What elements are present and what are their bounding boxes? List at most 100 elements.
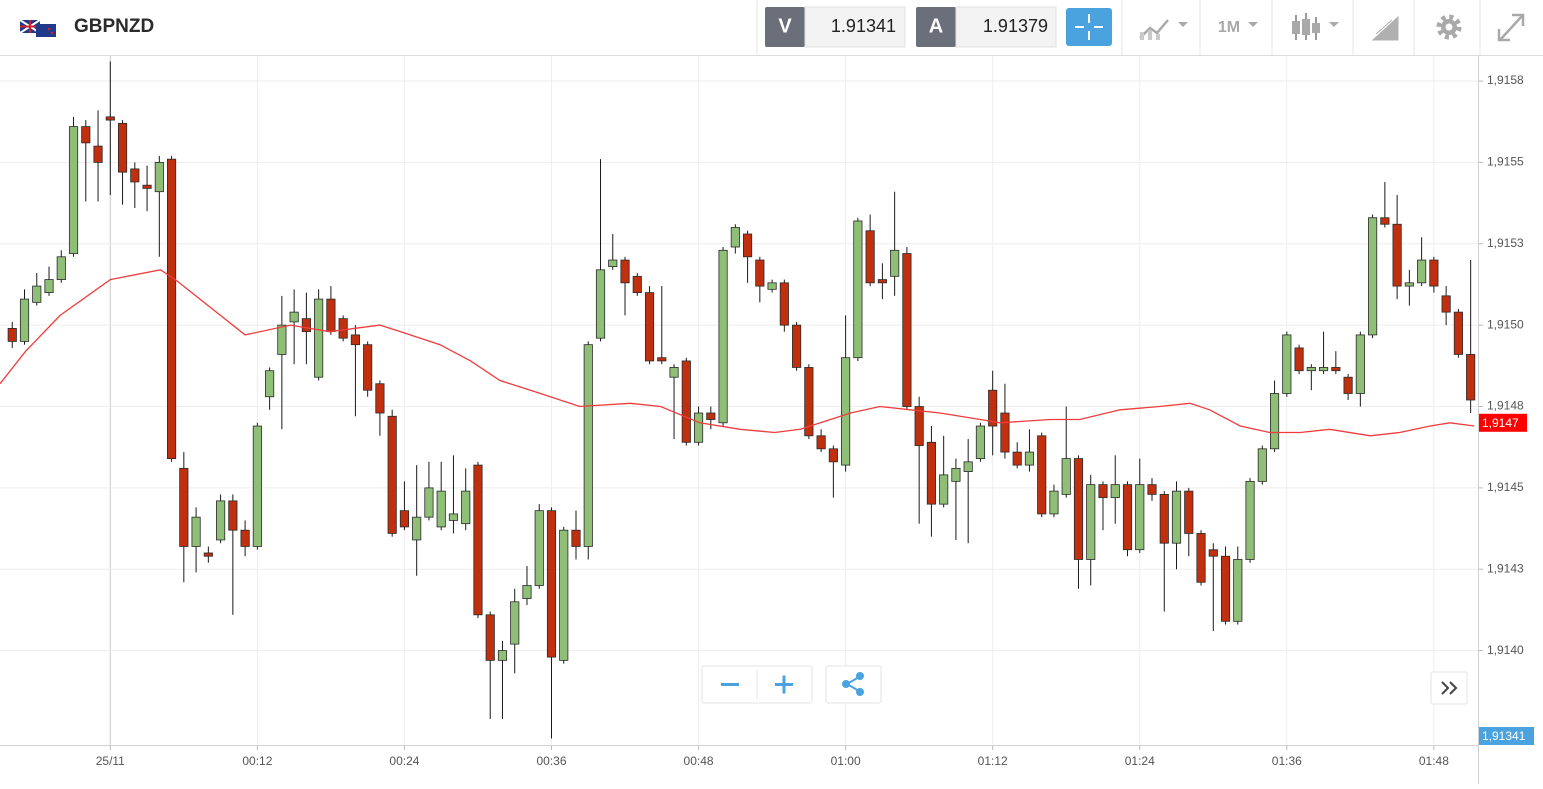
candle-body [730, 227, 740, 248]
icon-bar [1148, 30, 1152, 40]
candle-body [1171, 490, 1182, 544]
candle-body [314, 298, 324, 378]
candle-body [902, 253, 912, 407]
candle-body [510, 601, 520, 645]
candle-body [1392, 223, 1402, 287]
bid-box[interactable] [804, 6, 906, 48]
dropdown-arrow [1178, 22, 1188, 27]
candle-body [841, 357, 851, 466]
candle-body [1110, 484, 1120, 499]
icon-body [1302, 19, 1310, 35]
candle-body [1294, 347, 1304, 372]
ask-label: A [929, 15, 943, 37]
crosshair-button[interactable] [1066, 8, 1112, 46]
candle-body [546, 510, 557, 658]
zoom-in[interactable] [775, 675, 793, 694]
candle-body [926, 441, 936, 505]
candle-body [448, 513, 459, 521]
candle-body [7, 327, 17, 342]
candle-body [1184, 490, 1194, 534]
dropdown-arrow [1329, 22, 1339, 27]
y-tick-label: 1,9145 [1487, 480, 1524, 494]
candle-body [105, 116, 115, 121]
candle-body [81, 126, 91, 144]
x-tick-label: 01:00 [831, 754, 861, 768]
candle-body [1233, 559, 1243, 622]
chart-type-button[interactable] [1139, 19, 1188, 40]
candle-body [240, 529, 250, 547]
ask-box[interactable] [955, 6, 1057, 48]
candle-body [191, 516, 201, 547]
candle-body [473, 464, 483, 616]
candle-body [644, 292, 655, 362]
plot-area: 25/11 00:12 00:24 00:36 00:48 01:00 01:12 01:24… [0, 56, 1524, 784]
dropdown-arrow [1248, 22, 1258, 27]
candle-body [559, 529, 569, 661]
candle-body [19, 298, 30, 342]
candle-body [375, 383, 385, 414]
candle-body [363, 344, 373, 391]
candle-body [608, 259, 618, 267]
bid-button[interactable] [765, 7, 805, 47]
timeframe[interactable]: 1M [1218, 19, 1240, 36]
candle-body [1061, 458, 1071, 495]
y-tick-label: 1,9143 [1487, 561, 1524, 575]
fullscreen-button[interactable] [1497, 13, 1525, 42]
candle-body [816, 435, 826, 450]
icon-bar [1156, 34, 1160, 40]
candle-body [1282, 334, 1292, 394]
symbol: GBPNZD [74, 16, 154, 37]
candle-body [939, 474, 949, 505]
price-label: 1,91341 [1482, 729, 1526, 743]
x-tick-label: 00:48 [684, 754, 714, 768]
candle-body [1122, 484, 1133, 551]
ask-button[interactable] [916, 7, 956, 47]
y-tick-label: 1,9153 [1487, 236, 1524, 250]
candle-body [338, 318, 348, 339]
candle-body [853, 220, 863, 359]
candle-body [399, 510, 409, 528]
x-tick-label: 00:24 [389, 754, 419, 768]
x-tick-label: 25/11 [96, 754, 125, 768]
flag-nz [36, 24, 56, 37]
flag [19, 19, 56, 37]
candle-body [914, 406, 924, 446]
share-button[interactable] [842, 672, 864, 696]
candle-body [1135, 484, 1145, 551]
price-label-box [1479, 413, 1527, 432]
candle-body [1319, 367, 1329, 372]
candle-body [93, 145, 103, 163]
candle-body [657, 357, 667, 362]
y-tick-label: 1,9155 [1487, 155, 1524, 169]
settings-button[interactable] [1436, 14, 1462, 40]
candle-body [804, 367, 814, 437]
candle-body [1086, 484, 1096, 560]
candle-body [1355, 334, 1365, 394]
candle-style-button[interactable] [1292, 13, 1339, 40]
candle-body [890, 249, 900, 277]
candle-body [1441, 295, 1451, 313]
scroll-end-button[interactable] [1441, 681, 1458, 695]
line-icon [1139, 19, 1169, 39]
candle-body [32, 285, 42, 303]
candle-body [265, 370, 275, 398]
candle-body [436, 490, 446, 528]
candle-body [706, 412, 716, 420]
candle-body [117, 122, 128, 173]
candle-body [1024, 451, 1035, 466]
candle-body [387, 415, 397, 534]
candle-body [1453, 311, 1463, 355]
icon-body [1292, 21, 1300, 34]
candle-body [1208, 549, 1218, 557]
flag-star [47, 27, 51, 31]
moving-average [0, 269, 1475, 437]
bid-label: V [778, 15, 792, 37]
drawing-tools[interactable] [1371, 15, 1399, 41]
share-dot [856, 688, 864, 696]
candle-body [424, 487, 434, 518]
x-tick-label: 01:24 [1125, 754, 1155, 768]
candle-body [595, 269, 606, 339]
price-label-box [1479, 727, 1534, 745]
